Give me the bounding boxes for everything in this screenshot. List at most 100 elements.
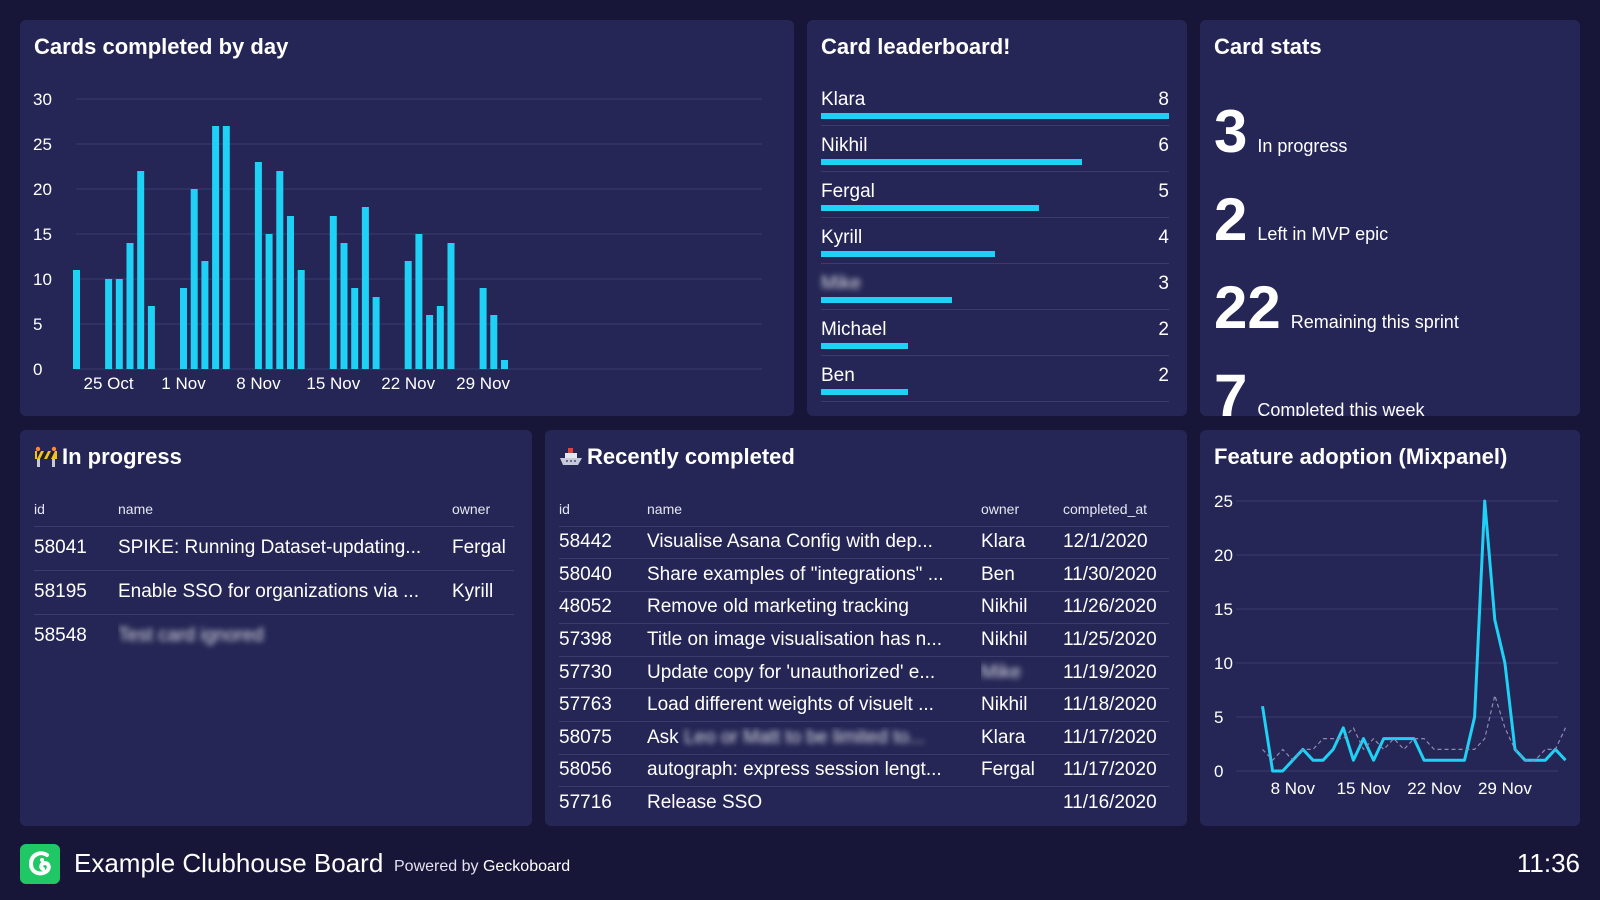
- bar: [490, 315, 498, 369]
- leaderboard-row: Kyrill 4: [821, 227, 1169, 273]
- y-tick-label: 20: [33, 180, 52, 199]
- cell-owner-text: Nikhil: [981, 629, 1028, 651]
- x-tick-label: 25 Oct: [84, 374, 134, 393]
- cell-id: 58548: [34, 613, 118, 658]
- leaderboard-name: Kyrill: [821, 227, 863, 248]
- leaderboard-value: 4: [1158, 227, 1169, 248]
- cards-completed-panel: Cards completed by day 0 5 10 15 20 25 30 25 Oc…: [20, 20, 794, 416]
- table-row[interactable]: 57398 Title on image visualisation has n.…: [559, 623, 1169, 657]
- leaderboard-row: Fergal 5: [821, 181, 1169, 227]
- table-row[interactable]: 58075 Ask Leo or Matt to be limited to...…: [559, 721, 1169, 755]
- table-row[interactable]: 58056 autograph: express session lengt...…: [559, 753, 1169, 787]
- divider: [821, 355, 1169, 356]
- x-tick-label: 15 Nov: [306, 374, 360, 393]
- table-row[interactable]: 48052 Remove old marketing tracking Nikhil…: [559, 590, 1169, 624]
- leaderboard-row: Michael 2: [821, 319, 1169, 365]
- column-header-name: name: [647, 500, 683, 517]
- cell-completed-at: 11/30/2020: [1063, 558, 1169, 592]
- table-row[interactable]: 58548 Test card ignored: [34, 613, 514, 658]
- bar: [426, 315, 434, 369]
- column-header-id: id: [34, 500, 45, 517]
- bar: [447, 243, 455, 369]
- leaderboard-value: 3: [1158, 273, 1169, 294]
- bar: [265, 234, 273, 369]
- table-row[interactable]: 57763 Load different weights of visuelt .…: [559, 688, 1169, 722]
- cell-name-visible: Ask: [647, 726, 679, 748]
- stat-remaining-this-sprint: 22 Remaining this sprint: [1214, 278, 1459, 338]
- cell-name-text: Visualise Asana Config with dep...: [647, 531, 981, 553]
- x-tick-label: 29 Nov: [1478, 779, 1532, 798]
- cell-completed-at: 11/17/2020: [1063, 721, 1169, 755]
- table-row[interactable]: 58442 Visualise Asana Config with dep... K…: [559, 525, 1169, 559]
- cell-id: 57730: [559, 655, 647, 689]
- y-tick-label: 15: [33, 225, 52, 244]
- leaderboard-title: Card leaderboard!: [821, 34, 1011, 59]
- cell-owner: Klara: [981, 525, 1063, 559]
- powered-by: Powered by Geckoboard: [394, 858, 570, 876]
- leaderboard-bar-track: [821, 343, 1169, 349]
- cell-name-visible: Load different weights of visuelt ...: [647, 694, 934, 716]
- cell-name-visible: Share examples of "integrations" ...: [647, 563, 944, 585]
- recently-completed-table: id name owner completed_at 58442 Visualis…: [559, 492, 1169, 820]
- divider: [821, 263, 1169, 264]
- cell-name-visible: Title on image visualisation has n...: [647, 629, 943, 651]
- bar: [329, 216, 337, 369]
- table-row[interactable]: 58195 Enable SSO for organizations via .…: [34, 569, 514, 614]
- cell-owner-text: Mike: [981, 661, 1022, 683]
- cell-id: 57763: [559, 688, 647, 722]
- cell-name: Release SSO: [647, 786, 981, 820]
- x-tick-label: 22 Nov: [381, 374, 435, 393]
- bar: [73, 270, 80, 369]
- leaderboard-bar-track: [821, 251, 1169, 257]
- x-tick-label: 1 Nov: [161, 374, 206, 393]
- leaderboard-bar: [821, 389, 908, 395]
- cell-owner: Fergal: [981, 753, 1063, 787]
- bar: [351, 288, 359, 369]
- x-tick-label: 29 Nov: [456, 374, 510, 393]
- blurred-text: Leo or Matt to be limited to...: [683, 726, 925, 748]
- cell-name: SPIKE: Running Dataset-updating...: [118, 525, 452, 570]
- bar: [501, 360, 508, 369]
- cell-id: 58195: [34, 569, 118, 614]
- bar: [190, 189, 198, 369]
- leaderboard-bar-track: [821, 205, 1169, 211]
- stat-value: 3: [1214, 98, 1248, 165]
- cell-completed-at: 11/19/2020: [1063, 655, 1169, 689]
- bar: [201, 261, 209, 369]
- cell-owner: [452, 613, 514, 658]
- cell-name-visible: Update copy for 'unauthorized' e...: [647, 661, 936, 683]
- leaderboard-name: Ben: [821, 365, 855, 386]
- table-row[interactable]: 58041 SPIKE: Running Dataset-updating...…: [34, 525, 514, 570]
- table-row[interactable]: 58040 Share examples of "integrations" ..…: [559, 558, 1169, 592]
- leaderboard-panel: Card leaderboard! Klara 8 Nikhil 6 Fergal 5 Ky…: [807, 20, 1187, 416]
- cards-completed-chart: 0 5 10 15 20 25 30 25 Oct 1 Nov 8 Nov 15 Nov 22 Nov…: [33, 90, 762, 393]
- comparison-series-line: [1262, 694, 1567, 761]
- table-row[interactable]: 57716 Release SSO 11/16/2020: [559, 786, 1169, 820]
- leaderboard-row: Mike 3: [821, 273, 1169, 319]
- recently-completed-panel: Recently completed id name owner complet…: [545, 430, 1187, 826]
- divider: [821, 401, 1169, 402]
- clock: 11:36: [1516, 848, 1580, 878]
- cell-name-text: Ask Leo or Matt to be limited to...: [647, 727, 981, 749]
- ship-icon: [559, 446, 583, 468]
- cell-completed-at: 11/25/2020: [1063, 623, 1169, 657]
- bar: [126, 243, 134, 369]
- in-progress-title-text: In progress: [62, 444, 182, 469]
- cell-owner-text: Klara: [981, 531, 1026, 553]
- cell-name: Visualise Asana Config with dep...: [647, 525, 981, 559]
- bar: [340, 243, 348, 369]
- x-tick-label: 8 Nov: [236, 374, 281, 393]
- divider: [821, 309, 1169, 310]
- cell-id: 58075: [559, 721, 647, 755]
- cell-owner: [981, 786, 1063, 820]
- stat-completed-this-week: 7 Completed this week: [1214, 366, 1424, 417]
- powered-by-brand: Geckoboard: [482, 858, 571, 875]
- leaderboard-name: Michael: [821, 319, 887, 340]
- cell-completed-at: 11/26/2020: [1063, 590, 1169, 624]
- cell-name-text: Remove old marketing tracking: [647, 596, 981, 618]
- leaderboard-bar-track: [821, 113, 1169, 119]
- bar: [115, 279, 123, 369]
- cell-owner-text: Nikhil: [981, 596, 1028, 618]
- cell-id: 58442: [559, 525, 647, 559]
- table-row[interactable]: 57730 Update copy for 'unauthorized' e...…: [559, 655, 1169, 689]
